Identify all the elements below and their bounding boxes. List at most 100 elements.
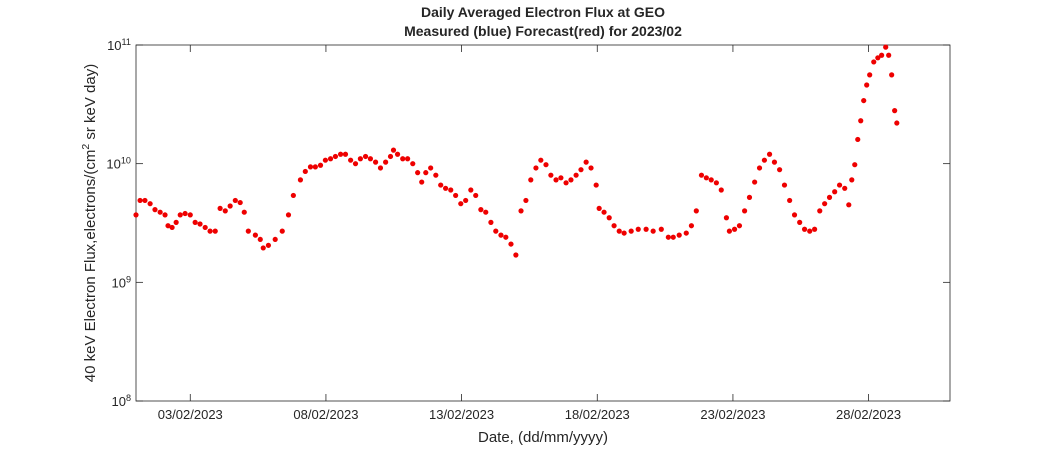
data-point <box>777 167 783 173</box>
data-point <box>787 197 793 204</box>
data-point <box>548 172 554 178</box>
plot-frame <box>135 44 951 402</box>
data-point <box>423 170 429 176</box>
data-point <box>826 194 833 200</box>
data-point <box>736 223 743 229</box>
data-point <box>307 164 314 170</box>
data-point <box>771 159 778 165</box>
y-tick-label: 1011 <box>107 37 131 53</box>
data-point <box>665 234 671 240</box>
data-point <box>513 252 519 258</box>
data-point <box>688 223 695 229</box>
data-point <box>766 151 773 157</box>
data-point <box>152 207 158 213</box>
data-point <box>342 151 349 157</box>
data-point <box>606 215 612 221</box>
data-point <box>703 175 709 181</box>
data-point <box>553 177 559 183</box>
data-point <box>419 179 425 185</box>
data-point <box>538 157 544 163</box>
data-point <box>147 201 153 207</box>
data-point <box>601 209 607 215</box>
data-point <box>752 179 758 185</box>
data-point <box>302 168 308 175</box>
data-point <box>628 228 634 234</box>
data-point <box>723 215 730 221</box>
x-tick-label: 28/02/2023 <box>836 407 901 422</box>
data-point <box>508 241 514 247</box>
data-point <box>241 209 247 215</box>
data-point <box>377 165 384 171</box>
y-tick-label: 109 <box>111 274 131 290</box>
data-point <box>433 172 439 178</box>
data-point <box>458 201 464 207</box>
data-point <box>583 159 589 165</box>
data-point <box>362 153 369 160</box>
x-tick-label: 03/02/2023 <box>158 407 223 422</box>
data-point <box>410 161 416 167</box>
data-point <box>448 187 454 193</box>
data-point <box>593 182 599 188</box>
data-point <box>879 52 885 58</box>
x-tick-label: 18/02/2023 <box>565 407 630 422</box>
data-point <box>165 223 171 229</box>
x-tick-label: 13/02/2023 <box>429 407 494 422</box>
x-axis-label: Date, (dd/mm/yyyy) <box>478 429 608 446</box>
data-point <box>442 185 449 191</box>
data-point <box>478 207 484 213</box>
data-point <box>817 208 823 214</box>
data-point <box>528 177 534 183</box>
data-point <box>568 177 574 183</box>
data-point <box>317 162 324 168</box>
data-point <box>543 162 549 168</box>
data-point <box>352 161 359 167</box>
data-point <box>142 197 148 204</box>
data-point <box>683 230 689 236</box>
data-point <box>822 201 828 207</box>
data-point <box>523 197 529 204</box>
data-point <box>498 232 504 238</box>
y-tick-label: 108 <box>111 393 131 409</box>
data-point <box>453 192 459 199</box>
x-tick-label: 08/02/2023 <box>293 407 358 422</box>
data-point <box>428 165 434 171</box>
data-point <box>801 226 808 232</box>
data-point <box>533 165 539 171</box>
data-point <box>400 156 406 162</box>
data-point <box>290 192 296 199</box>
data-point <box>713 180 719 186</box>
data-point <box>322 157 328 163</box>
data-point <box>676 232 682 238</box>
data-point <box>832 189 838 195</box>
data-point <box>871 59 877 65</box>
data-point <box>327 156 334 162</box>
data-point <box>217 205 223 211</box>
data-point <box>708 177 714 183</box>
data-point <box>875 55 881 61</box>
data-point <box>650 228 656 234</box>
data-point <box>415 170 421 176</box>
data-point <box>405 156 411 162</box>
data-point <box>488 219 494 225</box>
data-point <box>192 219 198 225</box>
data-point <box>578 167 584 173</box>
data-point <box>693 208 699 214</box>
data-point <box>232 197 238 204</box>
data-point <box>894 120 900 126</box>
data-point <box>394 151 401 157</box>
data-point <box>383 159 389 165</box>
data-point <box>573 172 579 178</box>
data-point <box>698 172 705 178</box>
data-point <box>463 197 469 204</box>
data-point <box>245 228 251 234</box>
data-point <box>807 228 813 234</box>
data-point <box>616 228 622 234</box>
data-point <box>390 147 397 153</box>
data-point <box>563 180 569 186</box>
chart-subtitle: Measured (blue) Forecast(red) for 2023/0… <box>404 23 682 39</box>
data-point <box>162 212 168 218</box>
data-point <box>852 162 858 168</box>
data-point <box>889 72 895 78</box>
